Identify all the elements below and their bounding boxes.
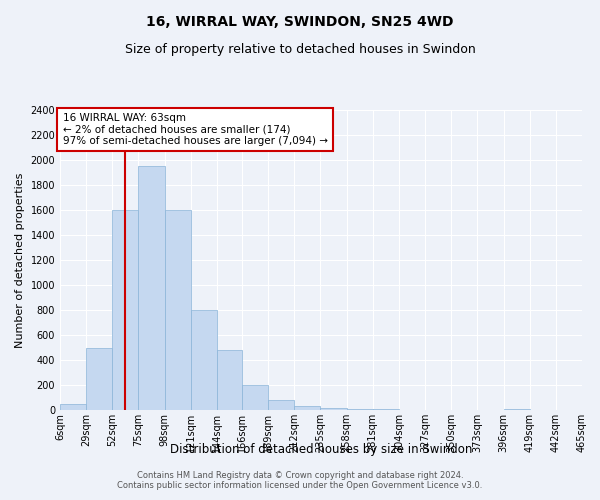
Bar xyxy=(294,406,320,410)
Y-axis label: Number of detached properties: Number of detached properties xyxy=(15,172,25,348)
Text: Distribution of detached houses by size in Swindon: Distribution of detached houses by size … xyxy=(170,442,472,456)
Text: 16, WIRRAL WAY, SWINDON, SN25 4WD: 16, WIRRAL WAY, SWINDON, SN25 4WD xyxy=(146,15,454,29)
Bar xyxy=(347,409,373,410)
Bar xyxy=(191,310,217,410)
Text: 16 WIRRAL WAY: 63sqm
← 2% of detached houses are smaller (174)
97% of semi-detac: 16 WIRRAL WAY: 63sqm ← 2% of detached ho… xyxy=(62,113,328,146)
Bar xyxy=(164,210,191,410)
Bar xyxy=(86,348,112,410)
Bar xyxy=(112,210,139,410)
Bar xyxy=(217,350,242,410)
Bar xyxy=(320,408,347,410)
Text: Contains HM Land Registry data © Crown copyright and database right 2024.
Contai: Contains HM Land Registry data © Crown c… xyxy=(118,470,482,490)
Text: Size of property relative to detached houses in Swindon: Size of property relative to detached ho… xyxy=(125,42,475,56)
Bar xyxy=(268,400,294,410)
Bar xyxy=(139,166,164,410)
Bar xyxy=(242,385,268,410)
Bar xyxy=(60,404,86,410)
